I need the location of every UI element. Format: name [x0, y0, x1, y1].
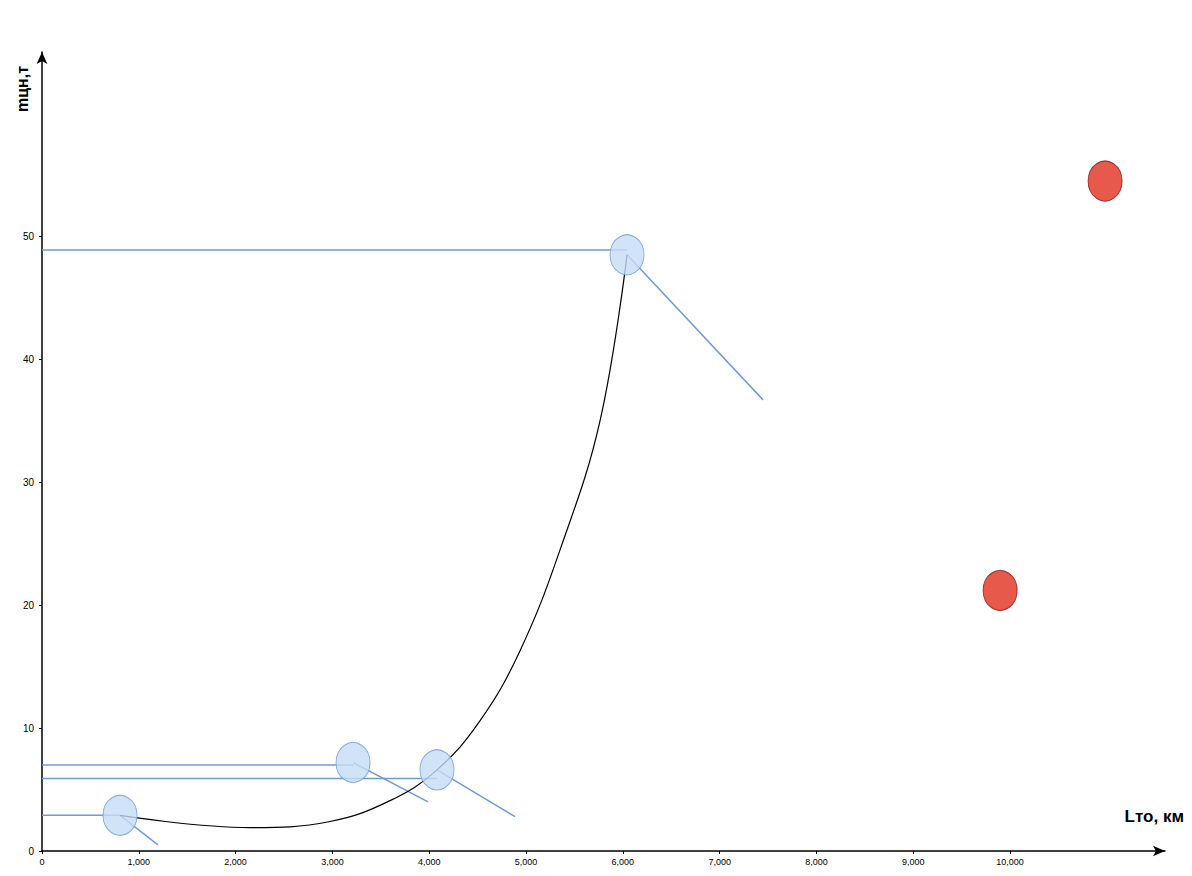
- svg-text:4,000: 4,000: [418, 857, 441, 867]
- svg-text:0: 0: [28, 846, 34, 857]
- svg-text:1,000: 1,000: [128, 857, 151, 867]
- svg-text:8,000: 8,000: [805, 857, 828, 867]
- svg-text:3,000: 3,000: [321, 857, 344, 867]
- svg-text:Lто, км: Lто, км: [1125, 807, 1184, 826]
- svg-text:7,000: 7,000: [708, 857, 731, 867]
- svg-text:mцн,т: mцн,т: [14, 66, 31, 112]
- svg-text:0: 0: [39, 857, 44, 867]
- svg-text:10: 10: [23, 723, 35, 734]
- svg-text:40: 40: [23, 354, 35, 365]
- svg-text:2,000: 2,000: [224, 857, 247, 867]
- svg-text:5,000: 5,000: [515, 857, 538, 867]
- svg-text:6,000: 6,000: [612, 857, 635, 867]
- svg-text:50: 50: [23, 231, 35, 242]
- svg-text:10,000: 10,000: [996, 857, 1024, 867]
- svg-text:30: 30: [23, 477, 35, 488]
- svg-text:9,000: 9,000: [902, 857, 925, 867]
- svg-text:20: 20: [23, 600, 35, 611]
